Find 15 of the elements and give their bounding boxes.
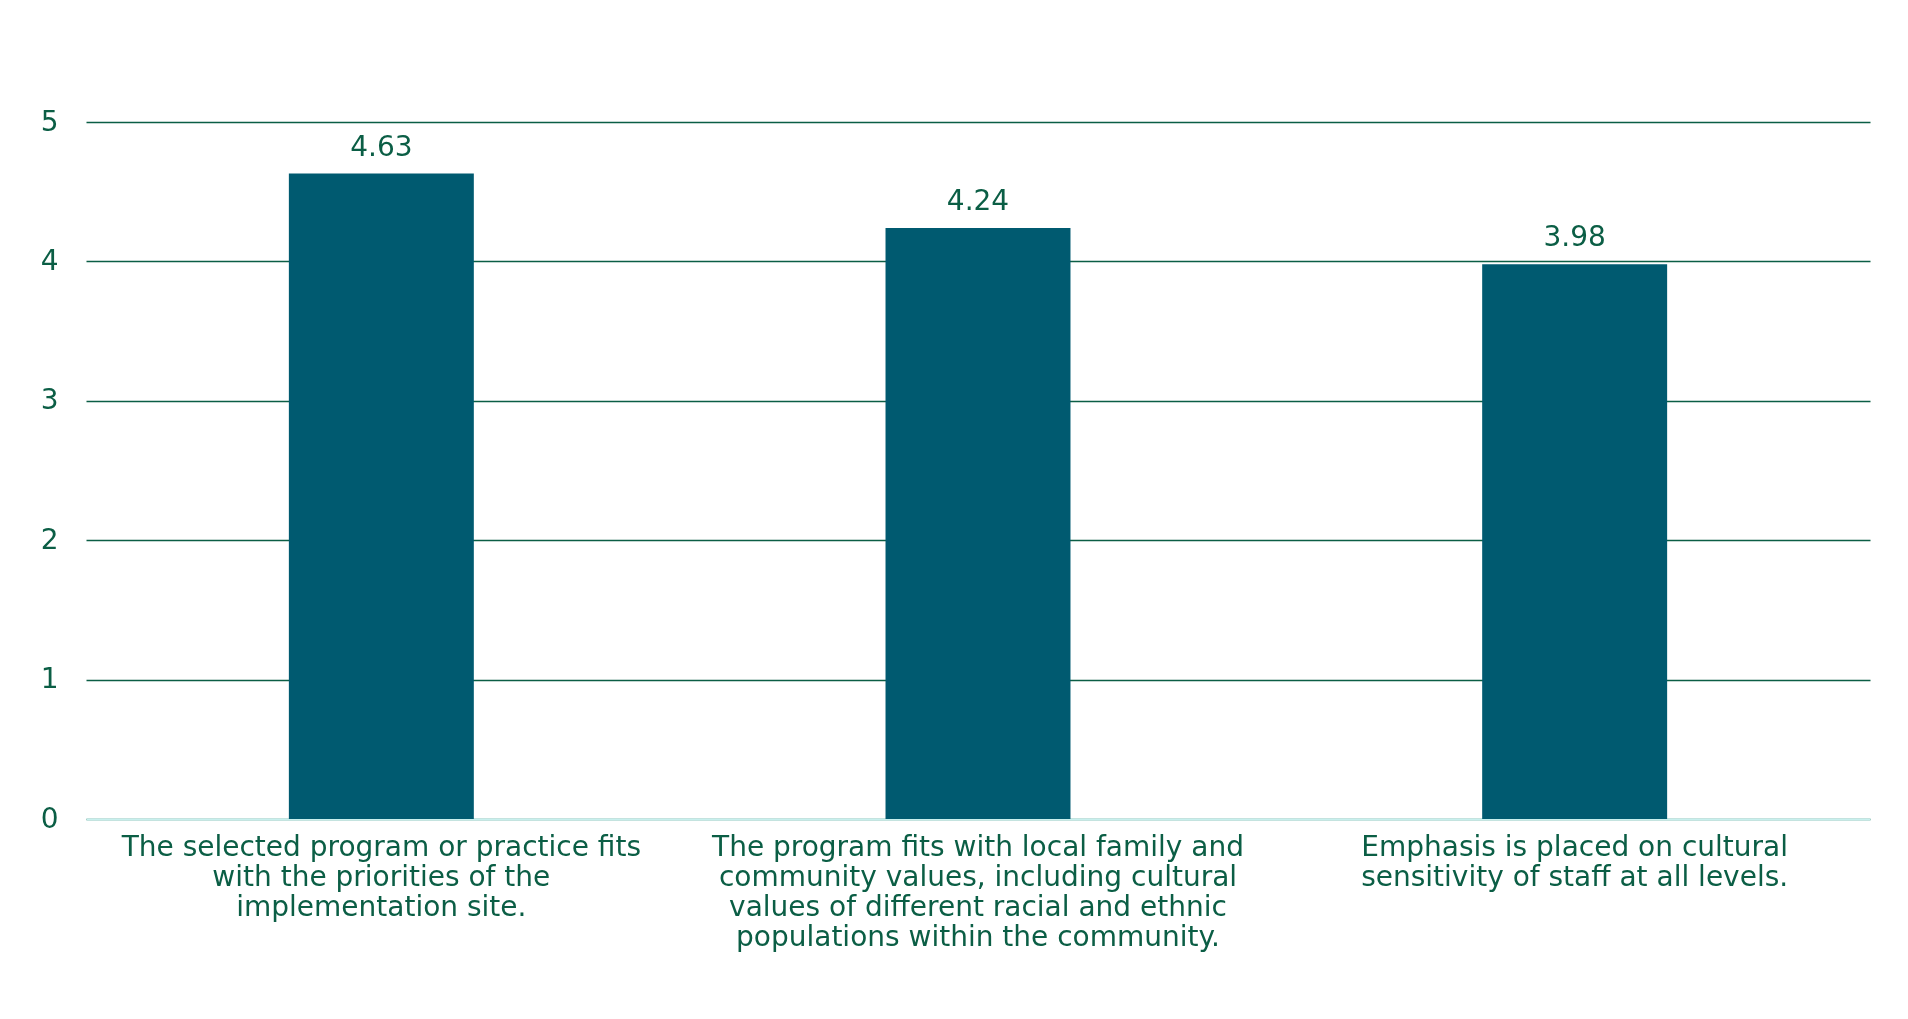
y-tick-label: 1 [40, 662, 59, 696]
y-tick-label: 4 [40, 243, 59, 277]
bar [288, 173, 474, 819]
data-label: 3.98 [1543, 220, 1606, 254]
bar [1482, 264, 1668, 819]
x-tick-label: Emphasis is placed on cultural sensitivity of staff at all levels. [1361, 829, 1789, 893]
y-tick-label: 0 [40, 801, 59, 835]
y-tick-label: 5 [40, 104, 59, 138]
data-label: 4.63 [350, 129, 413, 163]
y-tick-label: 3 [40, 383, 59, 417]
bar [885, 227, 1071, 819]
y-tick-label: 2 [40, 522, 59, 556]
data-label: 4.24 [946, 183, 1010, 217]
x-tick-label: The program fits with local family and community values, including cultural values of different racial and ethnic populations within the community. [711, 829, 1244, 953]
x-tick-label: The selected program or practice fits with the priorities of the implementation site. [120, 829, 642, 923]
